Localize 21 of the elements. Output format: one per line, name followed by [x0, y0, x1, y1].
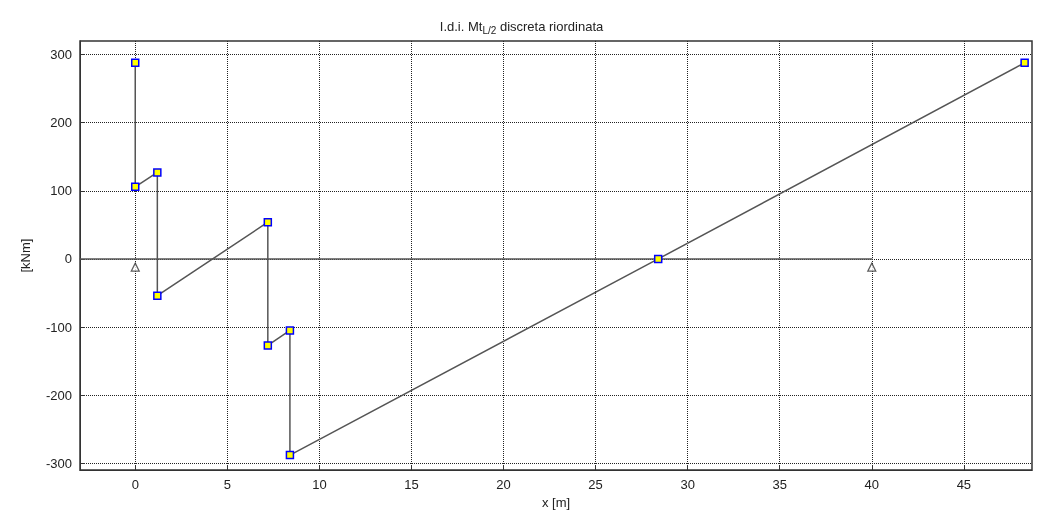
- y-tick-label: 200: [50, 115, 72, 131]
- point: [130, 262, 140, 272]
- y-tick-label: 300: [50, 47, 72, 63]
- y-tick-label: 100: [50, 183, 72, 199]
- x-tick-label: 15: [404, 477, 419, 493]
- x-tick-label: 45: [956, 477, 972, 493]
- x-tick-label: 20: [496, 477, 511, 493]
- x-tick-label: 40: [864, 477, 880, 493]
- y-tick-label: -300: [45, 455, 72, 471]
- x-tick-label: 25: [588, 477, 603, 493]
- y-tick-label: -200: [45, 387, 72, 403]
- x-tick-label: 5: [223, 477, 231, 493]
- x-tick-label: 0: [131, 477, 139, 493]
- x-tick-label: 10: [312, 477, 327, 493]
- point: [867, 262, 877, 272]
- y-tick-label: 0: [64, 251, 72, 267]
- y-tick-label: -100: [45, 319, 72, 335]
- x-tick-label: 35: [772, 477, 787, 493]
- x-tick-label: 30: [680, 477, 695, 493]
- y-axis-title: [kNm]: [18, 238, 33, 273]
- x-axis-title: x [m]: [541, 495, 571, 510]
